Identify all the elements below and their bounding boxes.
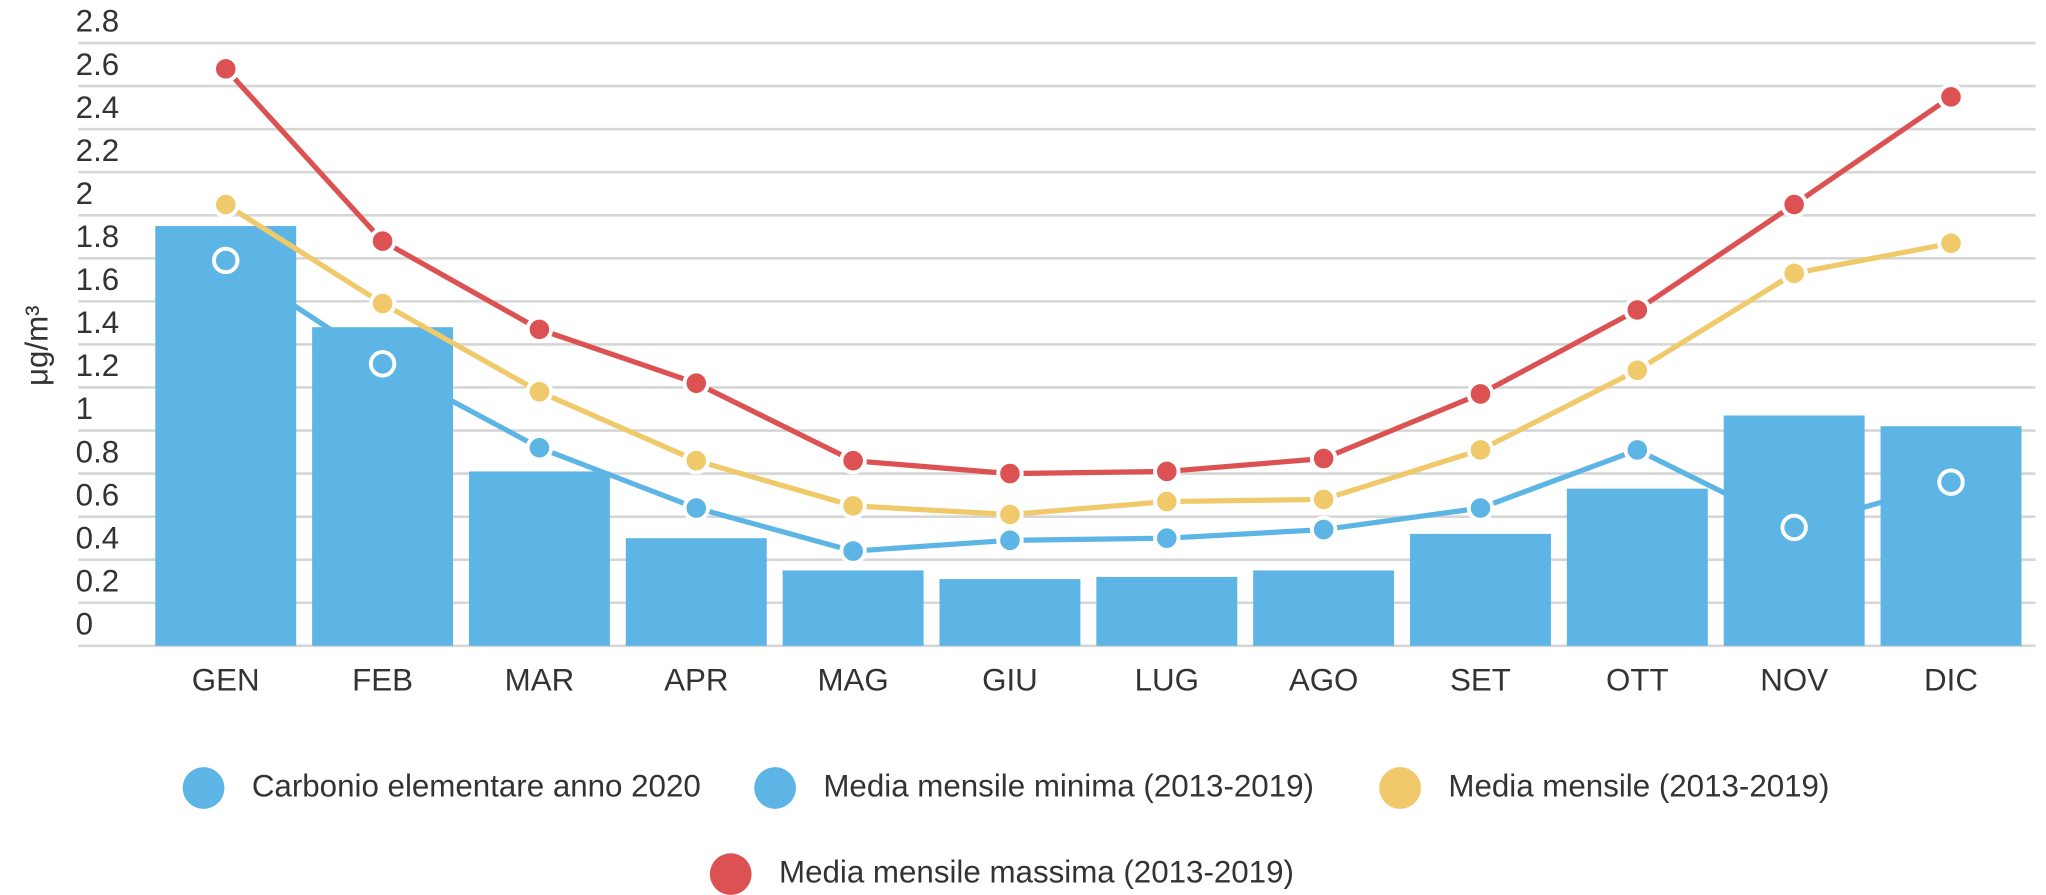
y-tick-label: 2 — [76, 176, 93, 211]
bar — [782, 570, 924, 646]
line-point — [525, 315, 554, 344]
y-tick-label: 2.4 — [76, 90, 120, 125]
line-point — [1623, 296, 1652, 324]
legend-swatch — [754, 767, 796, 809]
x-tick-label: GEN — [192, 663, 260, 698]
legend-label: Media mensile massima (2013-2019) — [779, 854, 1294, 889]
legend-label: Media mensile (2013-2019) — [1448, 768, 1829, 803]
line-point — [525, 378, 554, 406]
y-tick-label: 0.2 — [76, 563, 120, 598]
line-point — [996, 500, 1024, 529]
line-point — [212, 55, 240, 83]
x-tick-label: SET — [1450, 663, 1511, 698]
line-point — [368, 289, 397, 318]
x-tick-label: LUG — [1135, 663, 1199, 698]
line-point — [1309, 515, 1338, 544]
y-tick-label: 2.6 — [76, 47, 120, 82]
bar — [312, 327, 454, 646]
line-point — [682, 369, 710, 397]
line-point — [1153, 457, 1181, 486]
line-point — [368, 227, 397, 255]
x-tick-label: NOV — [1760, 663, 1828, 698]
line-point — [1153, 487, 1181, 516]
x-tick-label: AGO — [1289, 663, 1359, 698]
y-tick-label: 1.2 — [76, 348, 120, 383]
y-axis-label: μg/m³ — [19, 305, 54, 386]
bar — [155, 226, 297, 646]
line-point — [1780, 259, 1808, 288]
x-tick-label: OTT — [1606, 663, 1669, 698]
line — [224, 202, 1952, 518]
y-tick-label: 2.8 — [76, 4, 120, 39]
y-tick-label: 0 — [76, 607, 93, 642]
bar — [1410, 533, 1551, 646]
line-point — [1623, 436, 1652, 464]
line-point — [212, 190, 240, 219]
line-point — [1309, 444, 1338, 473]
legend-swatch — [709, 853, 752, 895]
x-tick-label: MAG — [817, 663, 888, 698]
y-tick-label: 1.4 — [76, 305, 120, 340]
line-point — [996, 526, 1024, 555]
line-point — [1153, 524, 1181, 552]
line-point — [1937, 229, 1965, 257]
x-tick-label: MAR — [505, 663, 575, 698]
line-point — [996, 459, 1024, 488]
line-point — [839, 492, 867, 520]
bar — [1096, 576, 1238, 646]
legend-swatch — [182, 767, 225, 809]
line-point — [1937, 468, 1965, 496]
line-point — [525, 434, 554, 462]
line-point — [839, 537, 867, 565]
legend-label: Carbonio elementare anno 2020 — [252, 768, 701, 803]
bar — [1253, 570, 1395, 646]
y-tick-label: 1.6 — [76, 262, 120, 297]
x-tick-label: APR — [664, 663, 728, 698]
y-tick-label: 0.4 — [76, 520, 120, 555]
line-point — [1937, 83, 1965, 111]
line-point — [682, 494, 710, 522]
line-point — [212, 246, 240, 275]
line — [223, 67, 1953, 477]
x-tick-label: DIC — [1924, 663, 1978, 698]
bar — [939, 579, 1081, 646]
line-point — [1780, 190, 1808, 219]
bar — [468, 471, 610, 646]
line — [224, 258, 1952, 554]
y-tick-label: 1 — [76, 391, 93, 426]
legend-swatch — [1379, 767, 1421, 809]
line-point — [1466, 380, 1495, 408]
y-tick-label: 1.8 — [76, 219, 120, 254]
y-tick-label: 0.8 — [76, 434, 120, 469]
line-point — [1466, 494, 1495, 522]
line-point — [1309, 485, 1338, 514]
legend-label: Media mensile minima (2013-2019) — [823, 768, 1314, 803]
line-point — [1466, 436, 1495, 464]
line-point — [682, 446, 710, 475]
x-tick-label: GIU — [982, 663, 1038, 698]
x-tick-label: FEB — [352, 663, 413, 698]
bar — [1880, 426, 2022, 646]
line-point — [1623, 356, 1652, 384]
bar — [1566, 488, 1708, 646]
bar — [625, 538, 767, 646]
y-tick-label: 0.6 — [76, 477, 120, 512]
line-point — [1780, 513, 1808, 542]
y-tick-label: 2.2 — [76, 133, 120, 168]
line-point — [368, 350, 397, 378]
line-point — [839, 446, 867, 475]
